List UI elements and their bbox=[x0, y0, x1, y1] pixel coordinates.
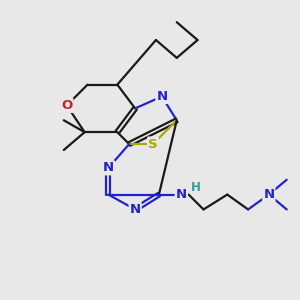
Text: O: O bbox=[61, 99, 72, 112]
Text: N: N bbox=[130, 203, 141, 216]
Text: H: H bbox=[191, 181, 201, 194]
Text: N: N bbox=[103, 161, 114, 174]
Text: N: N bbox=[176, 188, 187, 201]
Text: N: N bbox=[156, 90, 167, 103]
Text: N: N bbox=[263, 188, 274, 201]
Text: S: S bbox=[148, 138, 158, 151]
